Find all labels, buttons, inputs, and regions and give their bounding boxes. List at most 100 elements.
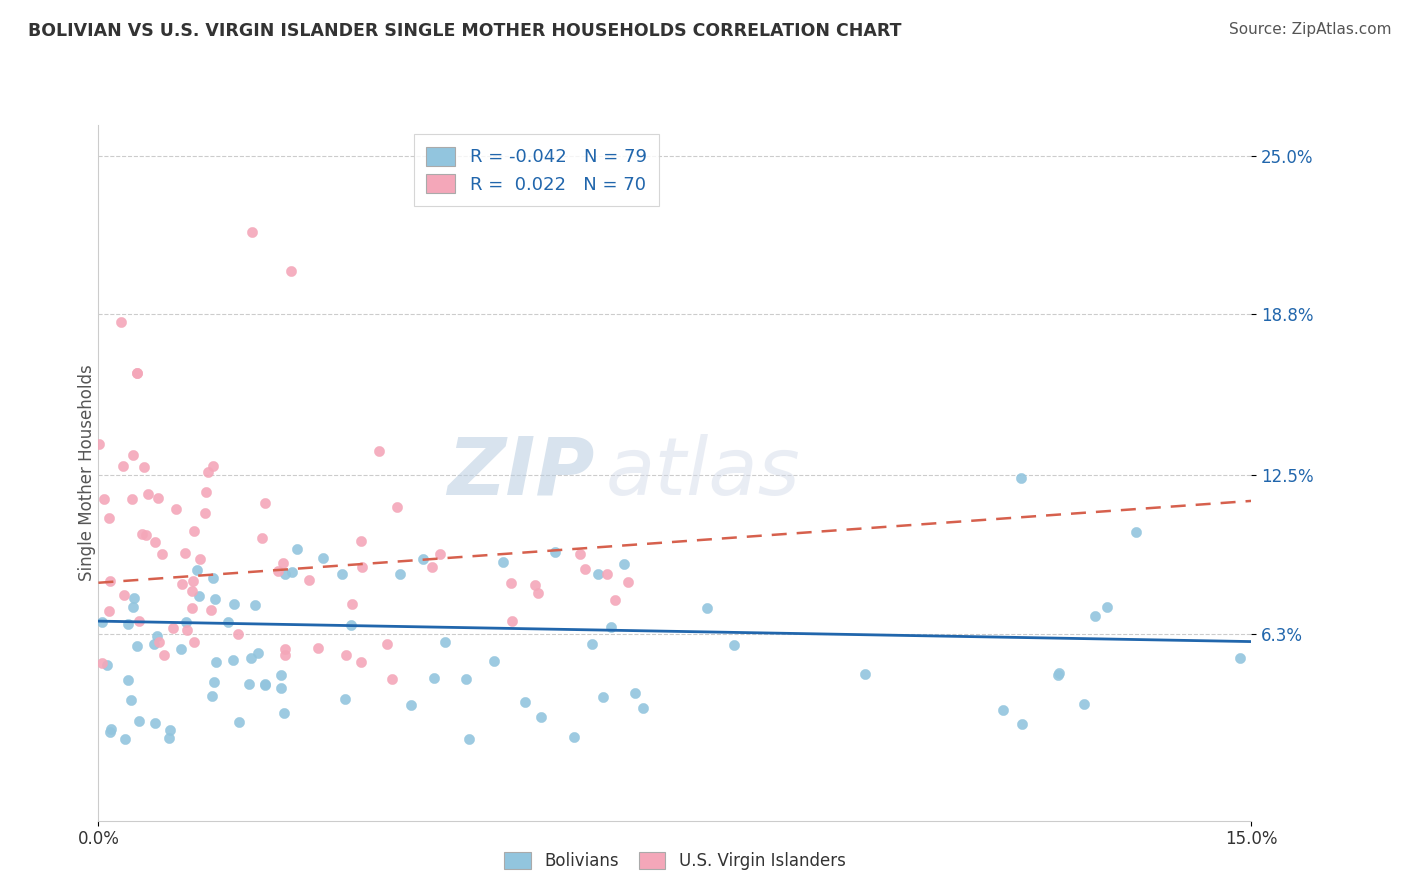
Point [1229, 651, 1251, 665]
Point [375, 637, 398, 651]
Point [150, 547, 173, 561]
Point [562, 730, 585, 744]
Point [254, 496, 277, 510]
Point [240, 225, 263, 239]
Point [399, 698, 422, 712]
Point [145, 534, 167, 549]
Text: atlas: atlas [606, 434, 800, 512]
Point [98, 604, 121, 618]
Point [125, 366, 148, 380]
Point [350, 533, 373, 548]
Point [146, 629, 169, 643]
Point [723, 638, 745, 652]
Point [120, 693, 142, 707]
Point [205, 655, 228, 669]
Point [135, 528, 157, 542]
Point [243, 598, 266, 612]
Point [574, 562, 596, 576]
Point [121, 492, 143, 507]
Legend: Bolivians, U.S. Virgin Islanders: Bolivians, U.S. Virgin Islanders [492, 840, 858, 882]
Point [280, 263, 302, 277]
Point [605, 593, 627, 607]
Point [186, 563, 208, 577]
Point [117, 673, 139, 688]
Point [482, 654, 505, 668]
Point [165, 501, 187, 516]
Point [174, 615, 197, 629]
Point [254, 678, 277, 692]
Y-axis label: Single Mother Households: Single Mother Households [79, 365, 96, 581]
Point [228, 714, 250, 729]
Point [112, 588, 135, 602]
Point [335, 648, 357, 662]
Point [170, 577, 193, 591]
Point [274, 566, 297, 581]
Point [181, 574, 204, 588]
Point [222, 653, 245, 667]
Point [350, 655, 373, 669]
Point [170, 642, 193, 657]
Point [238, 676, 260, 690]
Point [240, 651, 263, 665]
Point [91, 615, 114, 629]
Point [499, 576, 522, 591]
Point [456, 672, 478, 686]
Point [513, 695, 536, 709]
Point [202, 674, 225, 689]
Point [117, 617, 139, 632]
Point [98, 724, 121, 739]
Point [1125, 524, 1147, 539]
Point [143, 716, 166, 731]
Point [527, 586, 550, 600]
Point [128, 714, 150, 728]
Point [91, 657, 114, 671]
Point [197, 465, 219, 479]
Point [388, 567, 411, 582]
Point [387, 500, 409, 514]
Point [270, 668, 292, 682]
Point [152, 648, 174, 663]
Point [853, 667, 876, 681]
Point [281, 565, 304, 579]
Point [110, 315, 132, 329]
Point [596, 567, 619, 582]
Point [412, 551, 434, 566]
Point [204, 591, 226, 606]
Point [501, 614, 523, 628]
Point [267, 564, 290, 578]
Point [122, 591, 145, 605]
Point [1011, 716, 1033, 731]
Point [122, 600, 145, 615]
Point [157, 731, 180, 745]
Point [270, 681, 292, 696]
Point [98, 574, 121, 588]
Point [162, 620, 184, 634]
Text: ZIP: ZIP [447, 434, 595, 512]
Point [181, 601, 204, 615]
Point [253, 677, 276, 691]
Point [433, 635, 456, 649]
Point [93, 491, 115, 506]
Point [340, 618, 363, 632]
Point [132, 460, 155, 475]
Point [523, 578, 546, 592]
Point [586, 566, 609, 581]
Point [381, 672, 404, 686]
Point [307, 641, 329, 656]
Point [1047, 666, 1070, 681]
Point [285, 542, 308, 557]
Point [173, 546, 195, 560]
Point [273, 642, 295, 657]
Point [367, 443, 389, 458]
Point [1010, 471, 1032, 485]
Point [176, 623, 198, 637]
Point [146, 491, 169, 505]
Point [271, 556, 294, 570]
Point [422, 671, 444, 685]
Point [247, 646, 270, 660]
Point [544, 545, 567, 559]
Point [121, 448, 143, 462]
Point [617, 575, 640, 590]
Point [128, 614, 150, 628]
Point [200, 603, 222, 617]
